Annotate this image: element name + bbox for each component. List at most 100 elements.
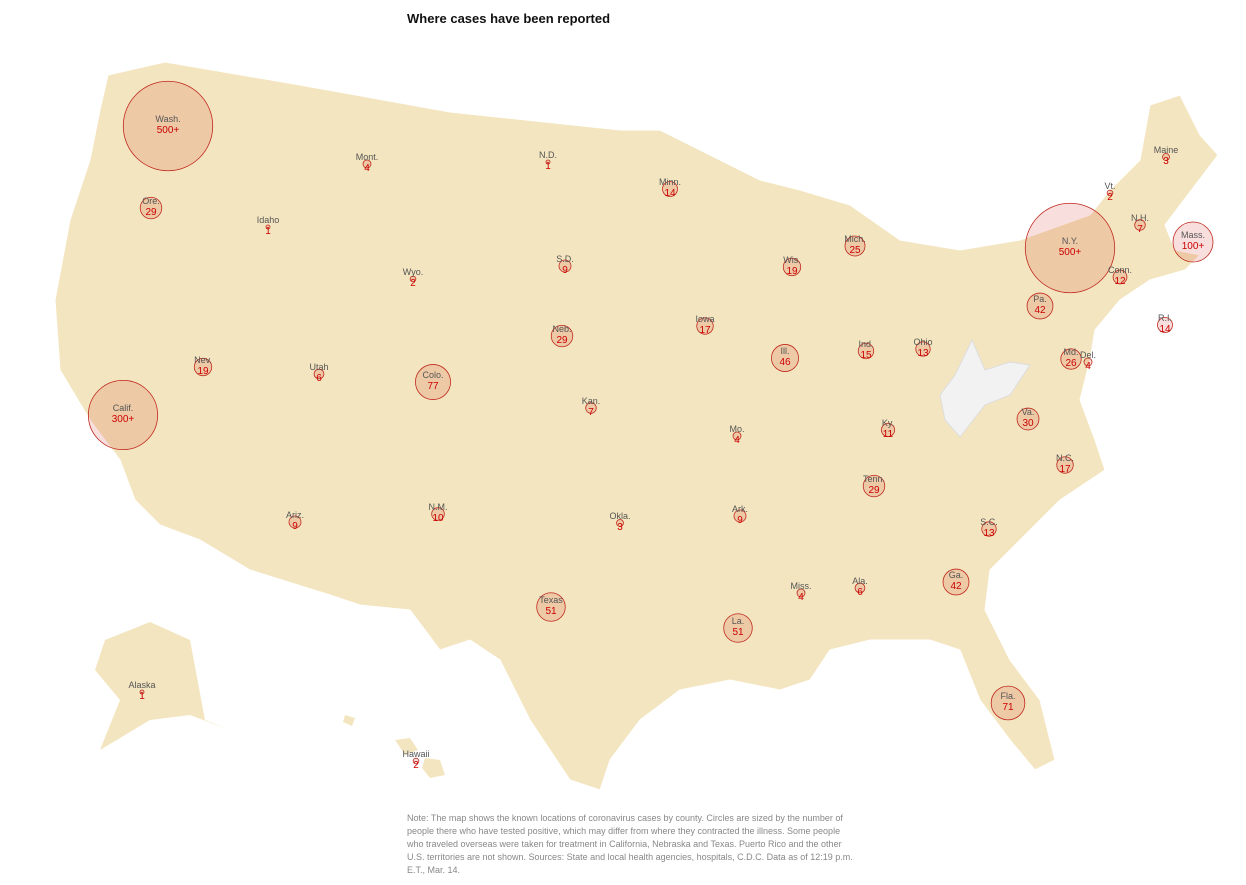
state-count: 7 <box>1137 224 1143 235</box>
state-count: 500+ <box>1059 247 1082 258</box>
state-count: 42 <box>950 581 962 592</box>
state-count: 77 <box>427 381 439 392</box>
case-circle <box>1026 292 1054 320</box>
case-circle <box>412 757 420 765</box>
case-circle <box>122 80 214 172</box>
state-count: 4 <box>364 163 370 174</box>
case-circle <box>771 344 799 372</box>
state-name: Del. <box>1080 350 1096 360</box>
state-name: Kan. <box>582 396 601 406</box>
state-count: 7 <box>588 407 594 418</box>
state-name: Va. <box>1022 407 1035 417</box>
state-name: Ala. <box>852 576 868 586</box>
case-circle <box>409 275 417 283</box>
state-name: Ky. <box>882 418 894 428</box>
case-circle <box>723 613 753 643</box>
state-count: 51 <box>732 627 744 638</box>
state-name: Mich. <box>844 234 866 244</box>
state-name: Mass. <box>1181 230 1205 240</box>
case-circle <box>662 181 678 197</box>
state-count: 19 <box>197 366 209 377</box>
state-count: 12 <box>1114 276 1126 287</box>
case-circle <box>844 235 866 257</box>
case-circle <box>139 689 145 695</box>
state-count: 29 <box>145 207 157 218</box>
case-circle <box>558 259 572 273</box>
case-circle <box>415 364 451 400</box>
state-count: 29 <box>556 335 568 346</box>
state-count: 19 <box>786 266 798 277</box>
state-count: 4 <box>1085 361 1091 372</box>
state-count: 100+ <box>1182 241 1205 252</box>
state-name: Ga. <box>949 570 964 580</box>
note: Note: The map shows the known locations … <box>407 813 853 875</box>
case-circle <box>733 509 747 523</box>
state-count: 14 <box>664 188 676 199</box>
case-circle <box>87 379 159 451</box>
state-name: Calif. <box>113 403 134 413</box>
case-circle <box>1060 348 1082 370</box>
state-count: 9 <box>562 265 568 276</box>
state-count: 26 <box>1065 358 1077 369</box>
case-circle <box>1056 456 1074 474</box>
state-count: 6 <box>857 587 863 598</box>
state-name: Nev. <box>194 355 212 365</box>
case-circle <box>1157 317 1173 333</box>
state-name: Okla. <box>609 511 630 521</box>
state-count: 2 <box>1107 192 1113 203</box>
state-name: Ore. <box>142 196 160 206</box>
state-count: 9 <box>737 515 743 526</box>
case-circle <box>1106 189 1114 197</box>
state-count: 300+ <box>112 414 135 425</box>
state-name: Minn. <box>659 177 681 187</box>
state-count: 51 <box>545 606 557 617</box>
state-name: Neb. <box>552 324 571 334</box>
case-circle <box>862 474 886 498</box>
state-count: 1 <box>545 161 551 172</box>
state-count: 1 <box>139 691 145 702</box>
case-circle <box>857 342 875 360</box>
labels: Wash.500+Mont.4N.D.1Minn.14Maine3Vt.2N.H… <box>112 114 1205 771</box>
state-name: N.Y. <box>1062 236 1078 246</box>
state-name: Alaska <box>128 680 155 690</box>
state-count: 29 <box>868 485 880 496</box>
state-name: Colo. <box>422 370 443 380</box>
west-virginia <box>939 338 1031 438</box>
state-name: Fla. <box>1000 691 1015 701</box>
map-title: Where cases have been reported <box>407 11 611 26</box>
state-name: Miss. <box>791 581 812 591</box>
state-count: 4 <box>734 435 740 446</box>
state-count: 46 <box>779 357 791 368</box>
state-name: N.D. <box>539 150 557 160</box>
state-count: 14 <box>1159 324 1171 335</box>
state-count: 17 <box>1059 464 1071 475</box>
case-circle <box>1083 357 1093 367</box>
case-circle <box>431 507 445 521</box>
case-circle <box>616 519 624 527</box>
state-name: Maine <box>1154 145 1179 155</box>
case-circle <box>854 582 866 594</box>
state-name: Iowa <box>695 314 714 324</box>
case-circle <box>139 196 163 220</box>
state-count: 15 <box>860 350 872 361</box>
hawaii-outline <box>343 715 445 778</box>
state-count: 30 <box>1022 418 1034 429</box>
case-circle <box>1162 153 1170 161</box>
state-name: La. <box>732 616 745 626</box>
state-count: 4 <box>798 592 804 603</box>
state-name: Idaho <box>257 215 280 225</box>
case-circle <box>732 431 742 441</box>
case-circle <box>313 368 325 380</box>
state-name: Ill. <box>781 346 790 356</box>
state-count: 10 <box>432 513 444 524</box>
state-name: Hawaii <box>402 749 429 759</box>
state-count: 13 <box>983 528 995 539</box>
case-circle <box>265 224 271 230</box>
case-circle <box>1024 202 1116 294</box>
us-outline <box>54 61 1219 791</box>
case-circle <box>915 341 931 357</box>
state-count: 25 <box>849 245 861 256</box>
state-name: Conn. <box>1108 265 1132 275</box>
